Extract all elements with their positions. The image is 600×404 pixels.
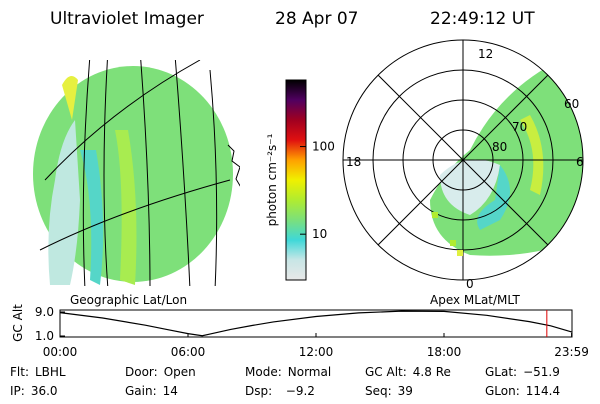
status-value: 14 [163, 384, 178, 398]
status-value: −51.9 [523, 365, 560, 379]
polar-grid [342, 39, 584, 281]
left-panel-label: Geographic Lat/Lon [70, 293, 187, 307]
status-label: IP: [10, 384, 25, 398]
mlt-label: 0 [466, 277, 474, 291]
status-value: −9.2 [278, 384, 315, 398]
lat-label: 80 [492, 140, 507, 154]
status-field: Seq: 39 [365, 384, 413, 398]
x-tick-label: 06:00 [171, 345, 206, 359]
colorbar-tick-label: 100 [312, 140, 335, 154]
y-axis-label: GC Alt [11, 304, 25, 342]
status-value: 36.0 [31, 384, 58, 398]
status-label: Dsp: [245, 384, 272, 398]
status-field: GLon: 114.4 [485, 384, 560, 398]
alt-line [59, 310, 573, 337]
polar-image [430, 60, 583, 256]
status-value: 114.4 [526, 384, 560, 398]
status-field: Door: Open [125, 365, 196, 379]
x-tick-label: 12:00 [299, 345, 334, 359]
polar-spot [450, 240, 456, 246]
status-field: GLat: −51.9 [485, 365, 560, 379]
status-label: GLat: [485, 365, 517, 379]
x-tick-label: 18:00 [427, 345, 462, 359]
mlt-label: 12 [478, 47, 493, 61]
right-panel-label: Apex MLat/MLT [430, 293, 520, 307]
lat-label: 60 [564, 97, 579, 111]
status-label: Gain: [125, 384, 157, 398]
status-value: Open [164, 365, 196, 379]
polar-spot [457, 250, 463, 256]
status-field: Flt: LBHL [10, 365, 66, 379]
date: 28 Apr 07 [275, 9, 358, 29]
x-tick-label: 23:59 [554, 345, 589, 359]
status-value: Normal [288, 365, 331, 379]
status-field: Gain: 14 [125, 384, 178, 398]
colorbar [285, 79, 307, 281]
status-value: 4.8 Re [413, 365, 451, 379]
polar-spot [432, 212, 438, 218]
y-tick-label: 9.0 [35, 305, 54, 319]
mlt-label: 18 [346, 155, 361, 169]
status-field: Mode: Normal [245, 365, 331, 379]
status-field: GC Alt: 4.8 Re [365, 365, 451, 379]
status-value: 39 [398, 384, 413, 398]
status-label: Mode: [245, 365, 282, 379]
status-value: LBHL [35, 365, 66, 379]
colorbar-tick-label: 10 [312, 227, 327, 241]
status-label: GLon: [485, 384, 520, 398]
time: 22:49:12 UT [430, 9, 535, 29]
status-label: Seq: [365, 384, 392, 398]
status-label: Door: [125, 365, 158, 379]
status-label: GC Alt: [365, 365, 407, 379]
colorbar-label: photon cm⁻²s⁻¹ [265, 133, 279, 226]
mlt-label: 6 [576, 155, 584, 169]
status-label: Flt: [10, 365, 29, 379]
x-tick-label: 00:00 [43, 345, 78, 359]
status-field: IP: 36.0 [10, 384, 58, 398]
y-tick-label: 1.0 [35, 329, 54, 343]
status-field: Dsp: −9.2 [245, 384, 315, 398]
lat-label: 70 [512, 120, 527, 134]
geo-image [33, 60, 240, 286]
title: Ultraviolet Imager [50, 9, 204, 29]
